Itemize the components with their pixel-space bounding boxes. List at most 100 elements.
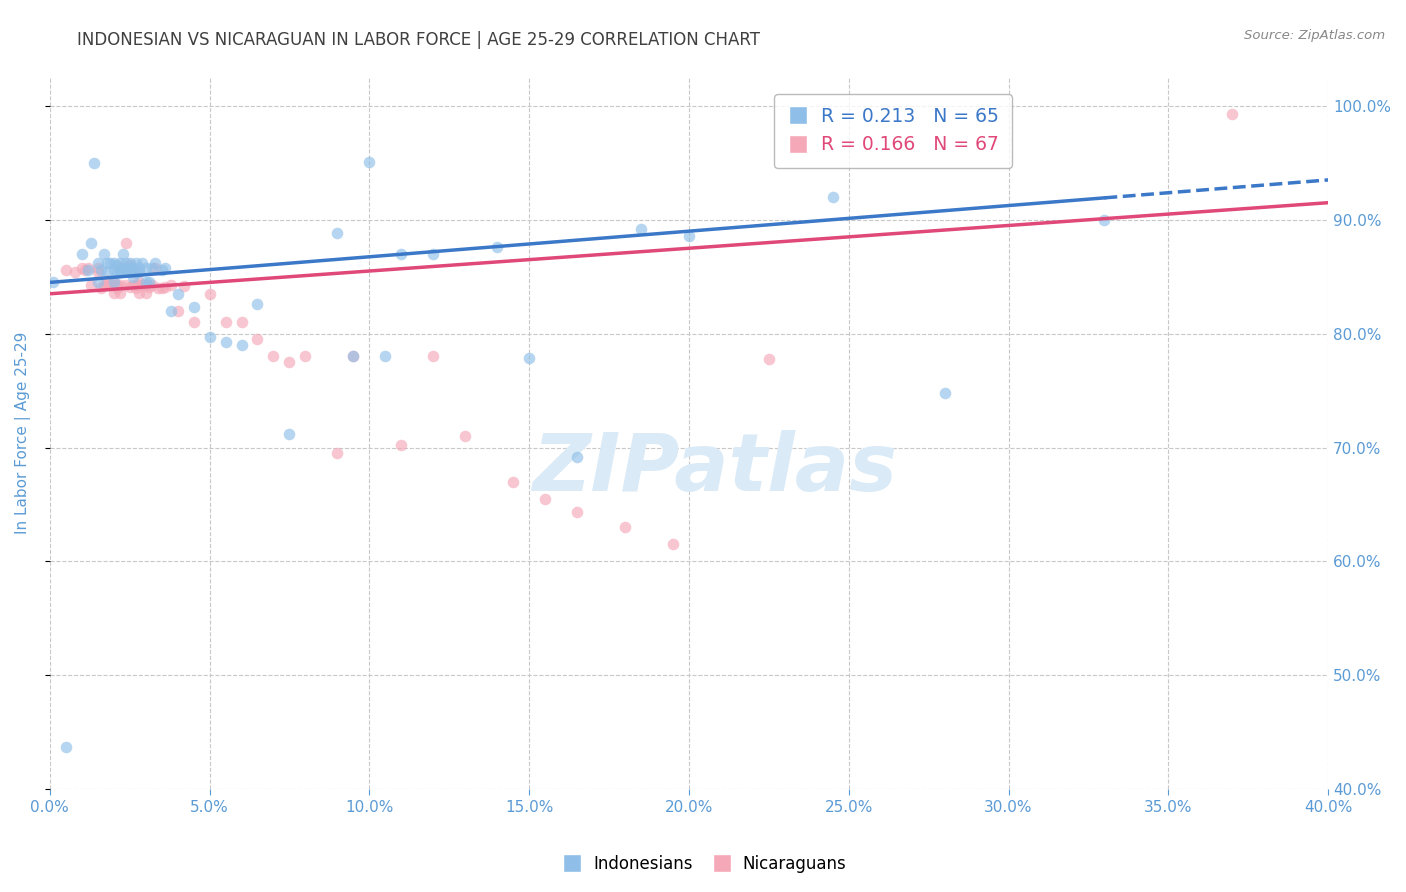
Point bbox=[138, 280, 160, 294]
Point bbox=[135, 277, 157, 292]
Point bbox=[108, 277, 131, 292]
Point bbox=[128, 260, 150, 275]
Point bbox=[108, 260, 131, 275]
Point bbox=[103, 256, 125, 270]
Point bbox=[121, 265, 143, 279]
Point bbox=[150, 281, 173, 295]
Y-axis label: In Labor Force | Age 25-29: In Labor Force | Age 25-29 bbox=[15, 332, 31, 534]
Point bbox=[100, 277, 122, 292]
Point bbox=[1220, 107, 1243, 121]
Point bbox=[103, 285, 125, 300]
Legend: R = 0.213   N = 65, R = 0.166   N = 67: R = 0.213 N = 65, R = 0.166 N = 67 bbox=[775, 94, 1012, 168]
Point bbox=[112, 260, 135, 275]
Point bbox=[103, 277, 125, 292]
Point bbox=[160, 277, 183, 292]
Point bbox=[83, 156, 105, 170]
Point bbox=[96, 277, 118, 292]
Point bbox=[135, 285, 157, 300]
Point bbox=[108, 265, 131, 279]
Point bbox=[115, 263, 138, 277]
Point bbox=[359, 154, 381, 169]
Point bbox=[326, 227, 349, 241]
Point bbox=[105, 281, 128, 295]
Point bbox=[502, 475, 524, 489]
Point bbox=[183, 315, 205, 329]
Point bbox=[86, 276, 108, 290]
Point bbox=[103, 276, 125, 290]
Point bbox=[86, 260, 108, 275]
Point bbox=[86, 256, 108, 270]
Point bbox=[678, 228, 700, 243]
Point bbox=[128, 285, 150, 300]
Point bbox=[125, 277, 148, 292]
Point bbox=[758, 351, 780, 366]
Point bbox=[118, 258, 141, 272]
Point bbox=[214, 315, 236, 329]
Point bbox=[198, 330, 221, 344]
Point bbox=[90, 281, 112, 295]
Point bbox=[77, 260, 100, 275]
Point bbox=[121, 260, 143, 275]
Point bbox=[294, 350, 316, 364]
Point bbox=[118, 256, 141, 270]
Text: ZIPatlas: ZIPatlas bbox=[531, 430, 897, 508]
Legend: Indonesians, Nicaraguans: Indonesians, Nicaraguans bbox=[553, 848, 853, 880]
Point bbox=[143, 260, 166, 275]
Point bbox=[121, 277, 143, 292]
Point bbox=[153, 280, 176, 294]
Point bbox=[70, 260, 93, 275]
Point bbox=[422, 247, 444, 261]
Point bbox=[115, 263, 138, 277]
Point bbox=[103, 263, 125, 277]
Point bbox=[934, 385, 956, 400]
Point bbox=[565, 505, 588, 519]
Point bbox=[662, 537, 685, 551]
Point bbox=[118, 280, 141, 294]
Point bbox=[80, 235, 103, 250]
Point bbox=[160, 304, 183, 318]
Point bbox=[454, 429, 477, 443]
Point bbox=[135, 260, 157, 275]
Point bbox=[138, 276, 160, 290]
Point bbox=[77, 263, 100, 277]
Point bbox=[115, 235, 138, 250]
Point bbox=[150, 263, 173, 277]
Point bbox=[70, 247, 93, 261]
Point bbox=[422, 350, 444, 364]
Point bbox=[108, 256, 131, 270]
Point bbox=[486, 240, 509, 254]
Point bbox=[115, 277, 138, 292]
Point bbox=[105, 258, 128, 272]
Point bbox=[100, 256, 122, 270]
Point bbox=[141, 260, 163, 275]
Point bbox=[86, 265, 108, 279]
Point bbox=[125, 256, 148, 270]
Point bbox=[112, 260, 135, 275]
Point bbox=[108, 285, 131, 300]
Point bbox=[342, 350, 364, 364]
Point bbox=[105, 265, 128, 279]
Point bbox=[183, 301, 205, 315]
Point bbox=[112, 247, 135, 261]
Point bbox=[93, 277, 115, 292]
Point bbox=[128, 276, 150, 290]
Point bbox=[131, 256, 153, 270]
Point bbox=[118, 260, 141, 275]
Point bbox=[166, 304, 188, 318]
Point bbox=[55, 263, 77, 277]
Point bbox=[263, 350, 285, 364]
Point bbox=[821, 190, 844, 204]
Point bbox=[125, 281, 148, 295]
Point bbox=[342, 350, 364, 364]
Point bbox=[128, 277, 150, 292]
Text: INDONESIAN VS NICARAGUAN IN LABOR FORCE | AGE 25-29 CORRELATION CHART: INDONESIAN VS NICARAGUAN IN LABOR FORCE … bbox=[77, 31, 761, 49]
Point bbox=[389, 438, 412, 452]
Point bbox=[118, 265, 141, 279]
Point bbox=[55, 739, 77, 754]
Point bbox=[246, 332, 269, 346]
Point bbox=[108, 263, 131, 277]
Point bbox=[103, 276, 125, 290]
Point bbox=[90, 263, 112, 277]
Point bbox=[198, 286, 221, 301]
Point bbox=[105, 277, 128, 292]
